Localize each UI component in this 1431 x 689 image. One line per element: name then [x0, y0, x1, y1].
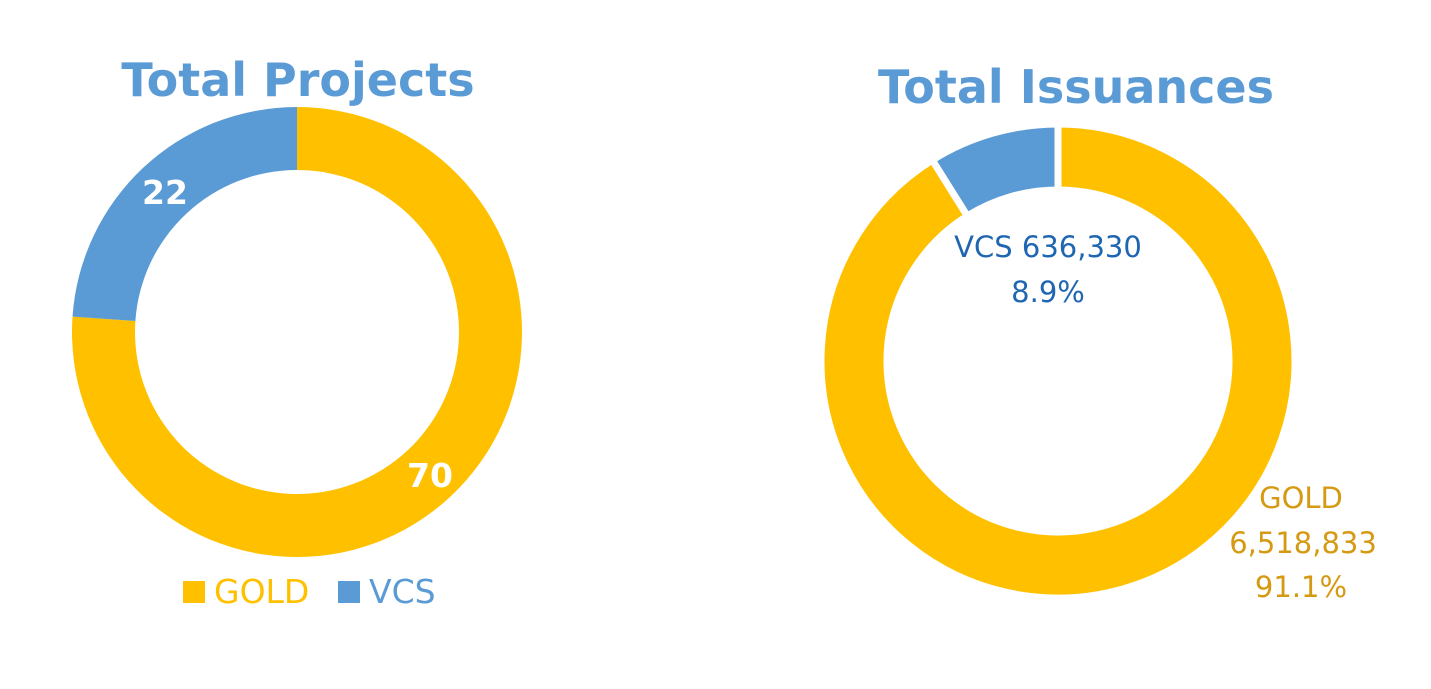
issuances-doughnut — [817, 120, 1299, 602]
legend-swatch-gold — [183, 581, 205, 603]
legend-label-vcs: VCS — [369, 572, 436, 611]
projects-chart-title: Total Projects — [121, 53, 474, 107]
callout-vcs-line-2: 8.9% — [1011, 275, 1085, 309]
issuances-chart-title: Total Issuances — [878, 60, 1274, 114]
callout-vcs: VCS 636,330 8.9% — [954, 230, 1142, 309]
callout-gold: GOLD 6,518,833 91.1% — [1229, 481, 1377, 604]
slice-vcs — [72, 107, 297, 321]
slice-label-vcs: 22 — [142, 173, 188, 212]
issuances-chart: Total Issuances VCS 636,330 8.9% GOLD 6,… — [817, 60, 1377, 604]
legend-label-gold: GOLD — [214, 572, 309, 611]
slice-vcs — [927, 120, 1062, 221]
projects-legend: GOLD VCS — [183, 572, 436, 611]
legend-swatch-vcs — [338, 581, 360, 603]
projects-doughnut — [71, 107, 523, 558]
callout-vcs-line-1: VCS 636,330 — [954, 230, 1142, 264]
projects-chart: Total Projects 70 22 GOLD VCS — [71, 53, 523, 611]
callout-gold-line-2: 6,518,833 — [1229, 526, 1377, 560]
slice-label-gold: 70 — [407, 456, 453, 495]
callout-gold-line-1: GOLD — [1259, 481, 1343, 515]
slice-gold — [817, 120, 1299, 602]
callout-gold-line-3: 91.1% — [1255, 570, 1347, 604]
